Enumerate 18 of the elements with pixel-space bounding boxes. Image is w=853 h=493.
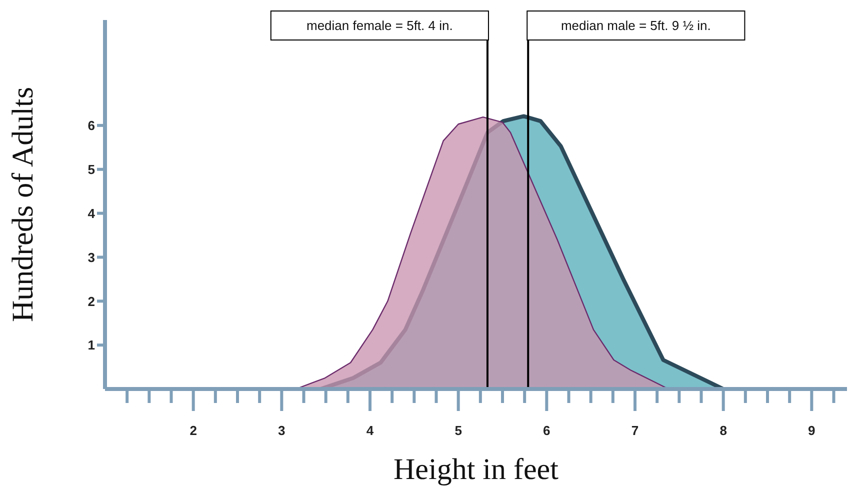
x-tick-label: 6 xyxy=(543,423,550,438)
y-tick-label: 5 xyxy=(88,162,95,177)
x-tick-label: 8 xyxy=(720,423,727,438)
x-tick-label: 4 xyxy=(366,423,374,438)
y-tick-label: 2 xyxy=(88,294,95,309)
y-tick-label: 4 xyxy=(88,206,96,221)
annotation: median female = 5ft. 4 in. xyxy=(306,18,453,33)
x-tick-label: 3 xyxy=(278,423,286,438)
y-tick-label: 3 xyxy=(88,250,95,265)
y-axis-title: Hundreds of Adults xyxy=(6,87,40,322)
y-tick-label: 6 xyxy=(88,118,95,134)
x-tick-label: 9 xyxy=(808,423,816,438)
annotation: median male = 5ft. 9 ½ in. xyxy=(560,18,711,33)
x-tick-label: 2 xyxy=(190,423,197,438)
y-tick-label: 1 xyxy=(88,338,95,353)
x-axis-title: Height in feet xyxy=(394,453,560,486)
x-tick-label: 7 xyxy=(631,423,639,438)
x-tick-label: 5 xyxy=(454,423,462,438)
